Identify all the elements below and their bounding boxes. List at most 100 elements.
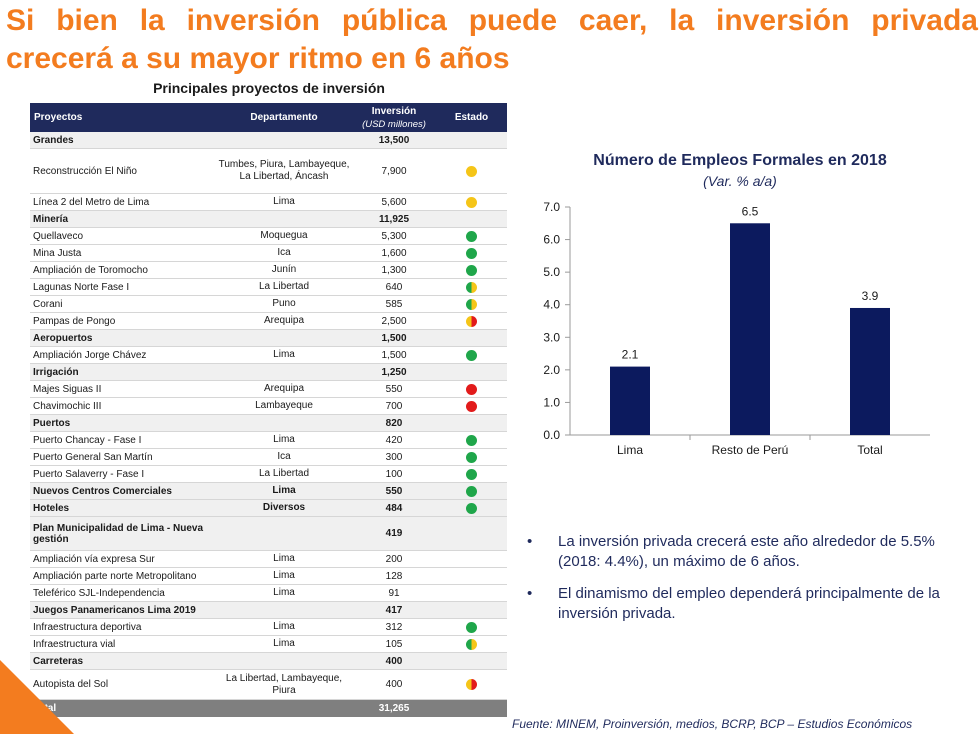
cell-department: Lima: [273, 570, 295, 581]
cell-status: [436, 264, 507, 276]
status-dot-icon: [466, 638, 477, 650]
table-row: Chavimochic III Lambayeque 700: [30, 398, 507, 415]
chart-subtitle: (Var. % a/a): [703, 173, 777, 189]
table-body: Grandes 13,500 Reconstrucción El Niño Tumbe…: [30, 132, 507, 717]
status-dot-icon: [466, 400, 477, 412]
cell-department: Lima: [273, 621, 295, 632]
table-category-row: Irrigación 1,250: [30, 364, 507, 381]
cell-investment: 400: [385, 655, 403, 667]
cell-project: Juegos Panamericanos Lima 2019: [33, 604, 196, 616]
cell-status: [436, 400, 507, 412]
cell-investment: 417: [385, 604, 403, 616]
status-dot-icon: [466, 281, 477, 293]
header-departamento: Departamento: [250, 112, 318, 123]
table-category-row: Aeropuertos 1,500: [30, 330, 507, 347]
status-dot-icon: [466, 247, 477, 259]
cell-department: Puno: [272, 298, 296, 309]
page-title: Si bien la inversión pública puede caer,…: [6, 2, 978, 78]
cell-investment: 200: [385, 553, 403, 565]
cell-department: Lima: [272, 485, 296, 496]
cell-project: Línea 2 del Metro de Lima: [33, 196, 150, 208]
table-category-row: Hoteles Diversos 484: [30, 500, 507, 517]
table-row: Corani Puno 585: [30, 296, 507, 313]
table-row: Pampas de Pongo Arequipa 2,500: [30, 313, 507, 330]
cell-status: [436, 502, 507, 514]
table-row: Infraestructura vial Lima 105: [30, 636, 507, 653]
cell-status: [436, 468, 507, 480]
bullet-item: • La inversión privada crecerá este año …: [527, 532, 952, 572]
status-dot-icon: [466, 502, 477, 514]
cell-status: [436, 196, 507, 208]
table-row: Ampliación parte norte Metropolitano Lima…: [30, 568, 507, 585]
cell-project: Infraestructura deportiva: [33, 621, 142, 633]
table-row: Puerto Salaverry - Fase I La Libertad 100: [30, 466, 507, 483]
cell-project: Hoteles: [33, 502, 70, 514]
cell-investment: 11,925: [378, 213, 410, 225]
cell-investment: 100: [385, 468, 403, 480]
cell-project: Mina Justa: [33, 247, 82, 259]
cell-department: La Libertad, Lambayeque, Piura: [225, 672, 343, 696]
cell-project: Grandes: [33, 134, 74, 146]
cell-status: [436, 679, 507, 690]
status-dot-icon: [466, 679, 477, 690]
cell-project: Majes Siguas II: [33, 383, 102, 395]
cell-project: Plan Municipalidad de Lima - Nueva gesti…: [33, 522, 204, 545]
header-inversion-label: Inversión: [371, 105, 417, 117]
status-dot-icon: [466, 451, 477, 463]
table-category-row: Juegos Panamericanos Lima 2019 417: [30, 602, 507, 619]
cell-investment: 700: [385, 400, 403, 412]
cell-investment: 1,600: [381, 247, 407, 259]
source-note: Fuente: MINEM, Proinversión, medios, BCR…: [512, 717, 913, 731]
cell-project: Aeropuertos: [33, 332, 93, 344]
y-tick-label: 5.0: [543, 265, 560, 279]
bar-value-label: 2.1: [622, 348, 639, 362]
table-row: Infraestructura deportiva Lima 312: [30, 619, 507, 636]
cell-status: [436, 638, 507, 650]
table-caption: Principales proyectos de inversión: [153, 80, 385, 96]
cell-status: [436, 247, 507, 259]
cell-department: Arequipa: [263, 383, 305, 394]
cell-project: Puertos: [33, 417, 71, 429]
cell-department: Tumbes, Piura, Lambayeque, La Libertad, …: [218, 159, 350, 182]
x-category-label: Lima: [617, 443, 643, 457]
table-row: Puerto General San Martín Ica 300: [30, 449, 507, 466]
cell-investment: 2,500: [381, 315, 407, 327]
table-row: Mina Justa Ica 1,600: [30, 245, 507, 262]
cell-project: Lagunas Norte Fase I: [33, 281, 130, 293]
cell-investment: 31,265: [378, 703, 410, 714]
cell-investment: 300: [385, 451, 403, 463]
table-row: Línea 2 del Metro de Lima Lima 5,600: [30, 194, 507, 211]
cell-project: Reconstrucción El Niño: [33, 165, 137, 177]
cell-investment: 105: [385, 638, 403, 650]
cell-project: Ampliación parte norte Metropolitano: [33, 570, 197, 582]
x-category-label: Resto de Perú: [712, 443, 789, 457]
cell-department: Arequipa: [263, 315, 305, 326]
cell-project: Chavimochic III: [33, 400, 102, 412]
status-dot-icon: [466, 383, 477, 395]
status-dot-icon: [466, 165, 477, 177]
x-category-label: Total: [857, 443, 882, 457]
cell-department: Ica: [277, 247, 291, 258]
table-row: Lagunas Norte Fase I La Libertad 640: [30, 279, 507, 296]
cell-project: Corani: [33, 298, 63, 310]
table-row: Teleférico SJL-Independencia Lima 91: [30, 585, 507, 602]
header-inversion-unit: (USD millones): [362, 118, 426, 130]
corner-decoration: [0, 660, 74, 734]
cell-investment: 400: [385, 679, 403, 690]
cell-investment: 640: [385, 281, 403, 293]
bar-value-label: 3.9: [862, 289, 879, 303]
cell-investment: 419: [385, 528, 403, 539]
cell-investment: 420: [385, 434, 403, 446]
cell-project: Pampas de Pongo: [33, 315, 116, 327]
cell-status: [436, 230, 507, 242]
status-dot-icon: [466, 264, 477, 276]
cell-department: Lima: [273, 638, 295, 649]
cell-status: [436, 349, 507, 361]
bar: [850, 307, 890, 435]
table-row: Ampliación de Toromocho Junín 1,300: [30, 262, 507, 279]
status-dot-icon: [466, 485, 477, 497]
cell-department: Lima: [273, 587, 295, 598]
cell-status: [436, 434, 507, 446]
bar-value-label: 6.5: [742, 204, 759, 218]
table-category-row: Carreteras 400: [30, 653, 507, 670]
